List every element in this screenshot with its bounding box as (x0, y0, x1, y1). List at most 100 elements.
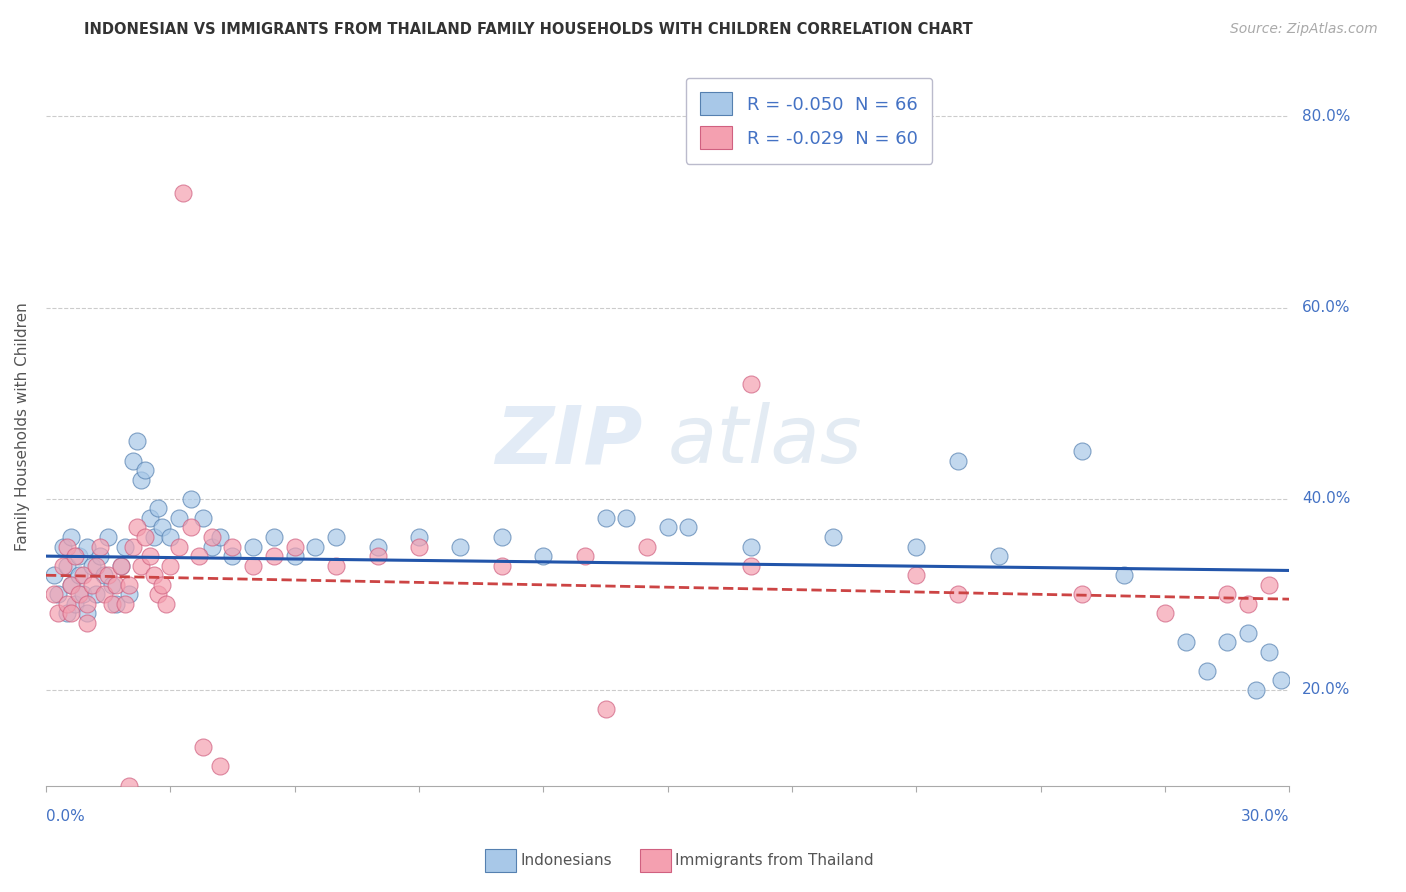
Text: atlas: atlas (668, 402, 862, 481)
Point (146, 501, 169, 516)
Point (209, 759, 232, 773)
Point (142, 530, 165, 544)
Point (59, 607, 82, 621)
Point (63, 597, 86, 611)
Point (44, 568, 66, 582)
Point (80, 578, 103, 592)
Point (193, 740, 215, 755)
Point (93, 568, 115, 582)
Point (263, 549, 285, 563)
Point (114, 540, 136, 554)
Point (84, 587, 107, 601)
Point (89, 549, 111, 563)
Point (657, 520, 679, 534)
Point (150, 578, 173, 592)
Point (142, 568, 165, 582)
Point (146, 587, 169, 601)
Point (1071, 587, 1094, 601)
Point (574, 549, 596, 563)
Point (823, 530, 845, 544)
Point (740, 558, 762, 573)
Point (80, 558, 103, 573)
Point (325, 530, 347, 544)
Point (201, 530, 224, 544)
Point (131, 473, 153, 487)
Text: INDONESIAN VS IMMIGRANTS FROM THAILAND FAMILY HOUSEHOLDS WITH CHILDREN CORRELATI: INDONESIAN VS IMMIGRANTS FROM THAILAND F… (84, 22, 973, 37)
Point (97, 568, 120, 582)
Point (48, 587, 70, 601)
Point (76, 615, 98, 630)
Point (93, 587, 115, 601)
Point (167, 540, 190, 554)
Text: 40.0%: 40.0% (1302, 491, 1350, 507)
Point (740, 540, 762, 554)
Point (325, 558, 347, 573)
Point (138, 549, 160, 563)
Point (1246, 683, 1268, 698)
Point (155, 597, 177, 611)
Point (67, 568, 90, 582)
Point (284, 549, 307, 563)
Point (134, 463, 156, 477)
Point (1237, 597, 1260, 611)
Point (67, 549, 90, 563)
Point (110, 558, 132, 573)
Text: 20.0%: 20.0% (1302, 682, 1350, 698)
Point (408, 530, 430, 544)
Point (221, 549, 243, 563)
Text: 60.0%: 60.0% (1302, 300, 1350, 315)
Point (105, 597, 128, 611)
Point (159, 530, 181, 544)
Point (105, 578, 128, 592)
Point (678, 520, 700, 534)
Point (1195, 664, 1218, 678)
Point (72, 568, 94, 582)
Point (114, 597, 136, 611)
Point (180, 520, 202, 534)
Legend: R = -0.050  N = 66, R = -0.029  N = 60: R = -0.050 N = 66, R = -0.029 N = 60 (686, 78, 932, 163)
Point (101, 578, 124, 592)
Text: 0.0%: 0.0% (46, 809, 84, 824)
Y-axis label: Family Households with Children: Family Households with Children (15, 302, 30, 551)
Point (193, 511, 215, 525)
Point (304, 540, 326, 554)
Point (1174, 635, 1197, 649)
Point (988, 549, 1011, 563)
Text: 30.0%: 30.0% (1241, 809, 1289, 824)
Point (63, 549, 86, 563)
Point (491, 558, 513, 573)
Point (284, 540, 307, 554)
Point (67, 587, 90, 601)
Point (118, 587, 141, 601)
Point (76, 540, 98, 554)
Point (188, 549, 211, 563)
Point (1154, 607, 1177, 621)
Point (48, 607, 70, 621)
Point (55, 597, 77, 611)
Point (44, 587, 66, 601)
Point (59, 578, 82, 592)
Point (180, 491, 202, 506)
Point (1270, 673, 1292, 688)
Point (1216, 635, 1239, 649)
Point (122, 453, 145, 467)
Point (150, 520, 173, 534)
Point (905, 540, 928, 554)
Text: Indonesians: Indonesians (520, 854, 612, 868)
Point (595, 702, 617, 716)
Point (84, 558, 107, 573)
Text: Source: ZipAtlas.com: Source: ZipAtlas.com (1230, 22, 1378, 37)
Point (242, 558, 264, 573)
Point (110, 558, 132, 573)
Text: ZIP: ZIP (495, 402, 643, 481)
Point (614, 511, 637, 525)
Point (636, 540, 658, 554)
Point (159, 558, 181, 573)
Point (122, 540, 145, 554)
Point (221, 540, 243, 554)
Point (89, 540, 111, 554)
Point (946, 453, 969, 467)
Point (367, 540, 389, 554)
Point (101, 597, 124, 611)
Point (51, 540, 73, 554)
